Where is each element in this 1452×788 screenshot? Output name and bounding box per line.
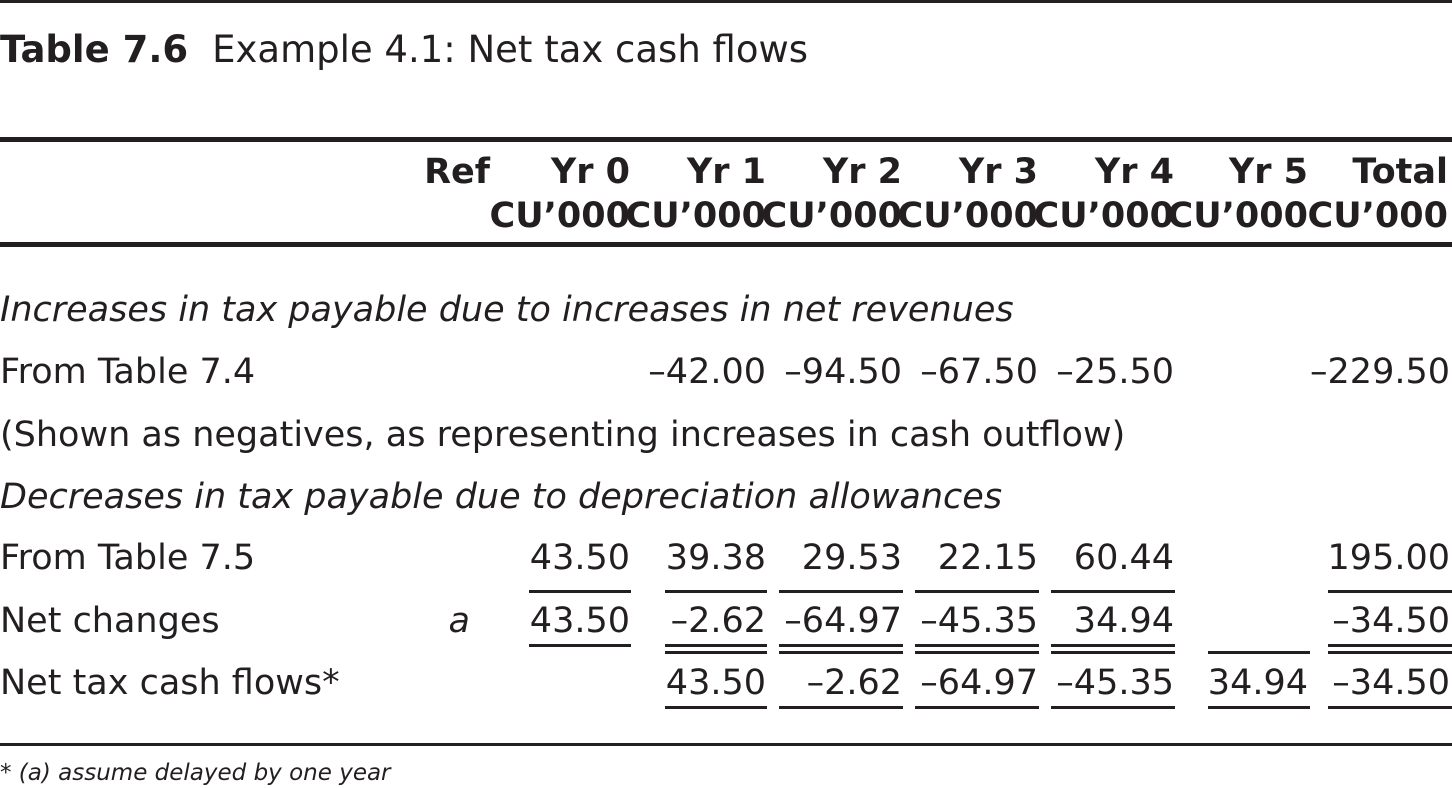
header-yr2: Yr 2 CU’000 — [761, 152, 902, 236]
double-underline-net-yr3-a — [915, 644, 1039, 647]
header-yr3: Yr 3 CU’000 — [897, 152, 1038, 236]
row-label-table75: From Table 7.5 — [0, 538, 256, 578]
table75-yr1: 39.38 — [665, 538, 766, 578]
underline-table75-yr1 — [665, 590, 767, 593]
net-tax-yr5: 34.94 — [1207, 663, 1308, 703]
net-tax-yr1: 43.50 — [665, 663, 766, 703]
net-changes-yr0: 43.50 — [529, 601, 630, 641]
header-total: Total CU’000 — [1307, 152, 1448, 236]
double-underline-net-total-a — [1328, 644, 1452, 647]
double-underline-net-yr4-a — [1051, 644, 1175, 647]
underline-nettax-yr1 — [665, 706, 767, 709]
underline-nettax-yr3 — [915, 706, 1039, 709]
net-tax-yr2: –2.62 — [806, 663, 902, 703]
table75-total: 195.00 — [1327, 538, 1450, 578]
row-label-net-tax-cash-flows: Net tax cash flows* — [0, 663, 340, 703]
double-underline-net-yr1-a — [665, 644, 767, 647]
header-yr5: Yr 5 CU’000 — [1167, 152, 1308, 236]
net-changes-ref: a — [448, 601, 470, 641]
net-changes-yr1: –2.62 — [670, 601, 766, 641]
underline-table75-yr3 — [915, 590, 1039, 593]
double-underline-net-yr1-b — [665, 651, 767, 654]
row-label-table74: From Table 7.4 — [0, 352, 256, 392]
underline-net-yr5 — [1208, 651, 1310, 654]
table74-yr3: –67.50 — [920, 352, 1038, 392]
table75-yr3: 22.15 — [937, 538, 1038, 578]
bottom-rule — [0, 743, 1452, 746]
double-underline-net-yr2-a — [779, 644, 903, 647]
table-number: Table 7.6 — [0, 28, 189, 71]
table74-yr1: –42.00 — [648, 352, 766, 392]
underline-nettax-yr5 — [1208, 706, 1310, 709]
double-underline-net-total-b — [1328, 651, 1452, 654]
header-yr0: Yr 0 CU’000 — [489, 152, 630, 236]
header-bottom-rule — [0, 242, 1452, 247]
table74-total: –229.50 — [1310, 352, 1450, 392]
table-title: Example 4.1: Net tax cash flows — [212, 28, 809, 71]
header-yr1: Yr 1 CU’000 — [625, 152, 766, 236]
table74-yr4: –25.50 — [1056, 352, 1174, 392]
net-changes-total: –34.50 — [1332, 601, 1450, 641]
underline-net-yr0 — [529, 644, 631, 647]
underline-nettax-yr2 — [779, 706, 903, 709]
double-underline-net-yr4-b — [1051, 651, 1175, 654]
footnote: * (a) assume delayed by one year — [0, 760, 391, 786]
net-changes-yr4: 34.94 — [1073, 601, 1174, 641]
note-negatives: (Shown as negatives, as representing inc… — [0, 415, 1126, 455]
table75-yr2: 29.53 — [801, 538, 902, 578]
section-heading-depreciation: Decreases in tax payable due to deprecia… — [0, 477, 1003, 517]
underline-table75-yr4 — [1051, 590, 1175, 593]
net-changes-yr3: –45.35 — [920, 601, 1038, 641]
section-heading-revenues: Increases in tax payable due to increase… — [0, 290, 1014, 330]
underline-table75-yr0 — [529, 590, 631, 593]
double-underline-net-yr3-b — [915, 651, 1039, 654]
table-caption: Table 7.6 Example 4.1: Net tax cash flows — [0, 28, 808, 71]
net-changes-yr2: –64.97 — [784, 601, 902, 641]
underline-table75-total — [1328, 590, 1452, 593]
underline-table75-yr2 — [779, 590, 903, 593]
net-tax-yr4: –45.35 — [1056, 663, 1174, 703]
table74-yr2: –94.50 — [784, 352, 902, 392]
double-underline-net-yr2-b — [779, 651, 903, 654]
header-yr4: Yr 4 CU’000 — [1033, 152, 1174, 236]
underline-nettax-total — [1328, 706, 1452, 709]
table75-yr0: 43.50 — [529, 538, 630, 578]
net-tax-yr3: –64.97 — [920, 663, 1038, 703]
row-label-net-changes: Net changes — [0, 601, 220, 641]
underline-nettax-yr4 — [1051, 706, 1175, 709]
net-tax-total: –34.50 — [1332, 663, 1450, 703]
header-top-rule — [0, 137, 1452, 142]
header-ref: Ref — [424, 152, 490, 192]
table75-yr4: 60.44 — [1073, 538, 1174, 578]
top-rule — [0, 0, 1452, 3]
